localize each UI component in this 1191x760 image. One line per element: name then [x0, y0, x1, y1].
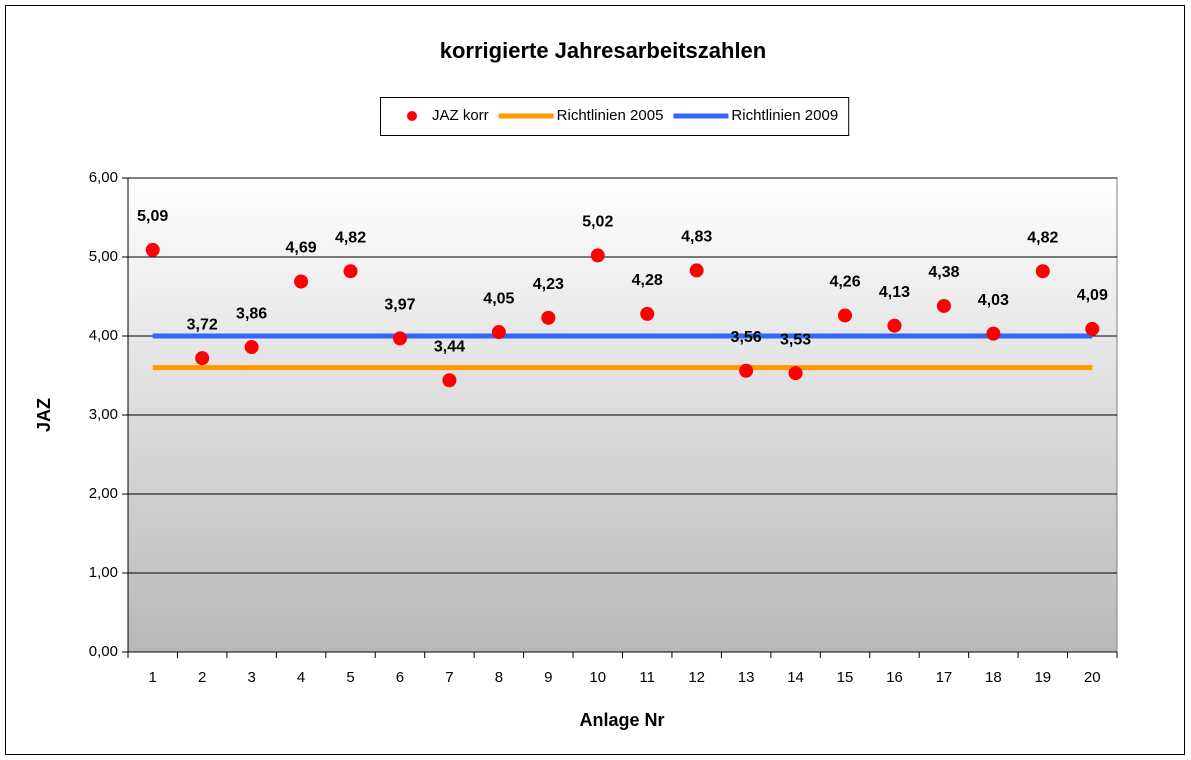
- data-label: 4,09: [1077, 287, 1108, 304]
- data-label: 3,86: [236, 305, 267, 322]
- data-point: [689, 263, 704, 278]
- x-axis-label: Anlage Nr: [579, 710, 664, 730]
- x-tick-label: 20: [1084, 669, 1101, 686]
- x-tick-label: 2: [198, 669, 206, 686]
- y-tick-label: 0,00: [89, 643, 118, 660]
- y-tick-label: 2,00: [89, 485, 118, 502]
- data-label: 3,72: [187, 316, 218, 333]
- x-tick-label: 19: [1034, 669, 1051, 686]
- x-tick-label: 15: [837, 669, 854, 686]
- data-point: [491, 325, 506, 340]
- data-label: 3,97: [384, 297, 415, 314]
- y-tick-label: 6,00: [89, 169, 118, 186]
- chart-title: korrigierte Jahresarbeitszahlen: [440, 38, 766, 63]
- legend-label: JAZ korr: [432, 107, 489, 124]
- data-label: 4,05: [483, 290, 514, 307]
- x-tick-label: 14: [787, 669, 804, 686]
- data-point: [936, 298, 951, 313]
- x-tick-label: 3: [247, 669, 255, 686]
- data-label: 4,13: [879, 284, 910, 301]
- data-point: [986, 326, 1001, 341]
- legend-label: Richtlinien 2005: [557, 107, 664, 124]
- data-label: 4,23: [533, 276, 564, 293]
- data-point: [244, 340, 259, 355]
- x-tick-label: 8: [495, 669, 503, 686]
- data-point: [442, 373, 457, 388]
- legend-marker: [407, 111, 417, 121]
- x-tick-label: 6: [396, 669, 404, 686]
- data-point: [541, 310, 556, 325]
- data-point: [739, 363, 754, 378]
- data-label: 4,28: [632, 272, 663, 289]
- data-point: [195, 351, 210, 366]
- x-tick-label: 13: [738, 669, 755, 686]
- data-point: [1035, 264, 1050, 279]
- data-label: 3,53: [780, 331, 811, 348]
- data-point: [887, 318, 902, 333]
- data-label: 4,82: [335, 229, 366, 246]
- y-tick-label: 3,00: [89, 406, 118, 423]
- data-label: 4,83: [681, 229, 712, 246]
- x-tick-label: 4: [297, 669, 305, 686]
- data-point: [640, 306, 655, 321]
- data-point: [590, 248, 605, 263]
- data-label: 4,82: [1027, 229, 1058, 246]
- data-point: [788, 366, 803, 381]
- data-label: 3,44: [434, 338, 465, 355]
- data-point: [1085, 321, 1100, 336]
- data-label: 4,26: [829, 274, 860, 291]
- x-tick-label: 12: [688, 669, 705, 686]
- data-label: 3,56: [731, 329, 762, 346]
- data-label: 4,03: [978, 292, 1009, 309]
- x-tick-label: 16: [886, 669, 903, 686]
- y-tick-label: 5,00: [89, 248, 118, 265]
- data-point: [294, 274, 309, 289]
- legend-label: Richtlinien 2009: [731, 107, 838, 124]
- data-point: [145, 242, 160, 257]
- x-tick-label: 5: [346, 669, 354, 686]
- data-label: 4,69: [286, 240, 317, 257]
- data-point: [392, 331, 407, 346]
- y-tick-label: 4,00: [89, 327, 118, 344]
- data-label: 5,09: [137, 208, 168, 225]
- x-tick-label: 9: [544, 669, 552, 686]
- legend-box: [380, 97, 850, 136]
- x-tick-label: 10: [589, 669, 606, 686]
- data-label: 4,38: [928, 264, 959, 281]
- x-tick-label: 11: [639, 669, 655, 686]
- x-tick-label: 18: [985, 669, 1002, 686]
- y-tick-label: 1,00: [89, 564, 118, 581]
- x-tick-label: 7: [445, 669, 453, 686]
- x-tick-label: 17: [936, 669, 953, 686]
- x-tick-label: 1: [149, 669, 157, 686]
- data-point: [343, 264, 358, 279]
- data-label: 5,02: [582, 214, 613, 231]
- y-axis-label: JAZ: [34, 398, 54, 432]
- data-point: [838, 308, 853, 323]
